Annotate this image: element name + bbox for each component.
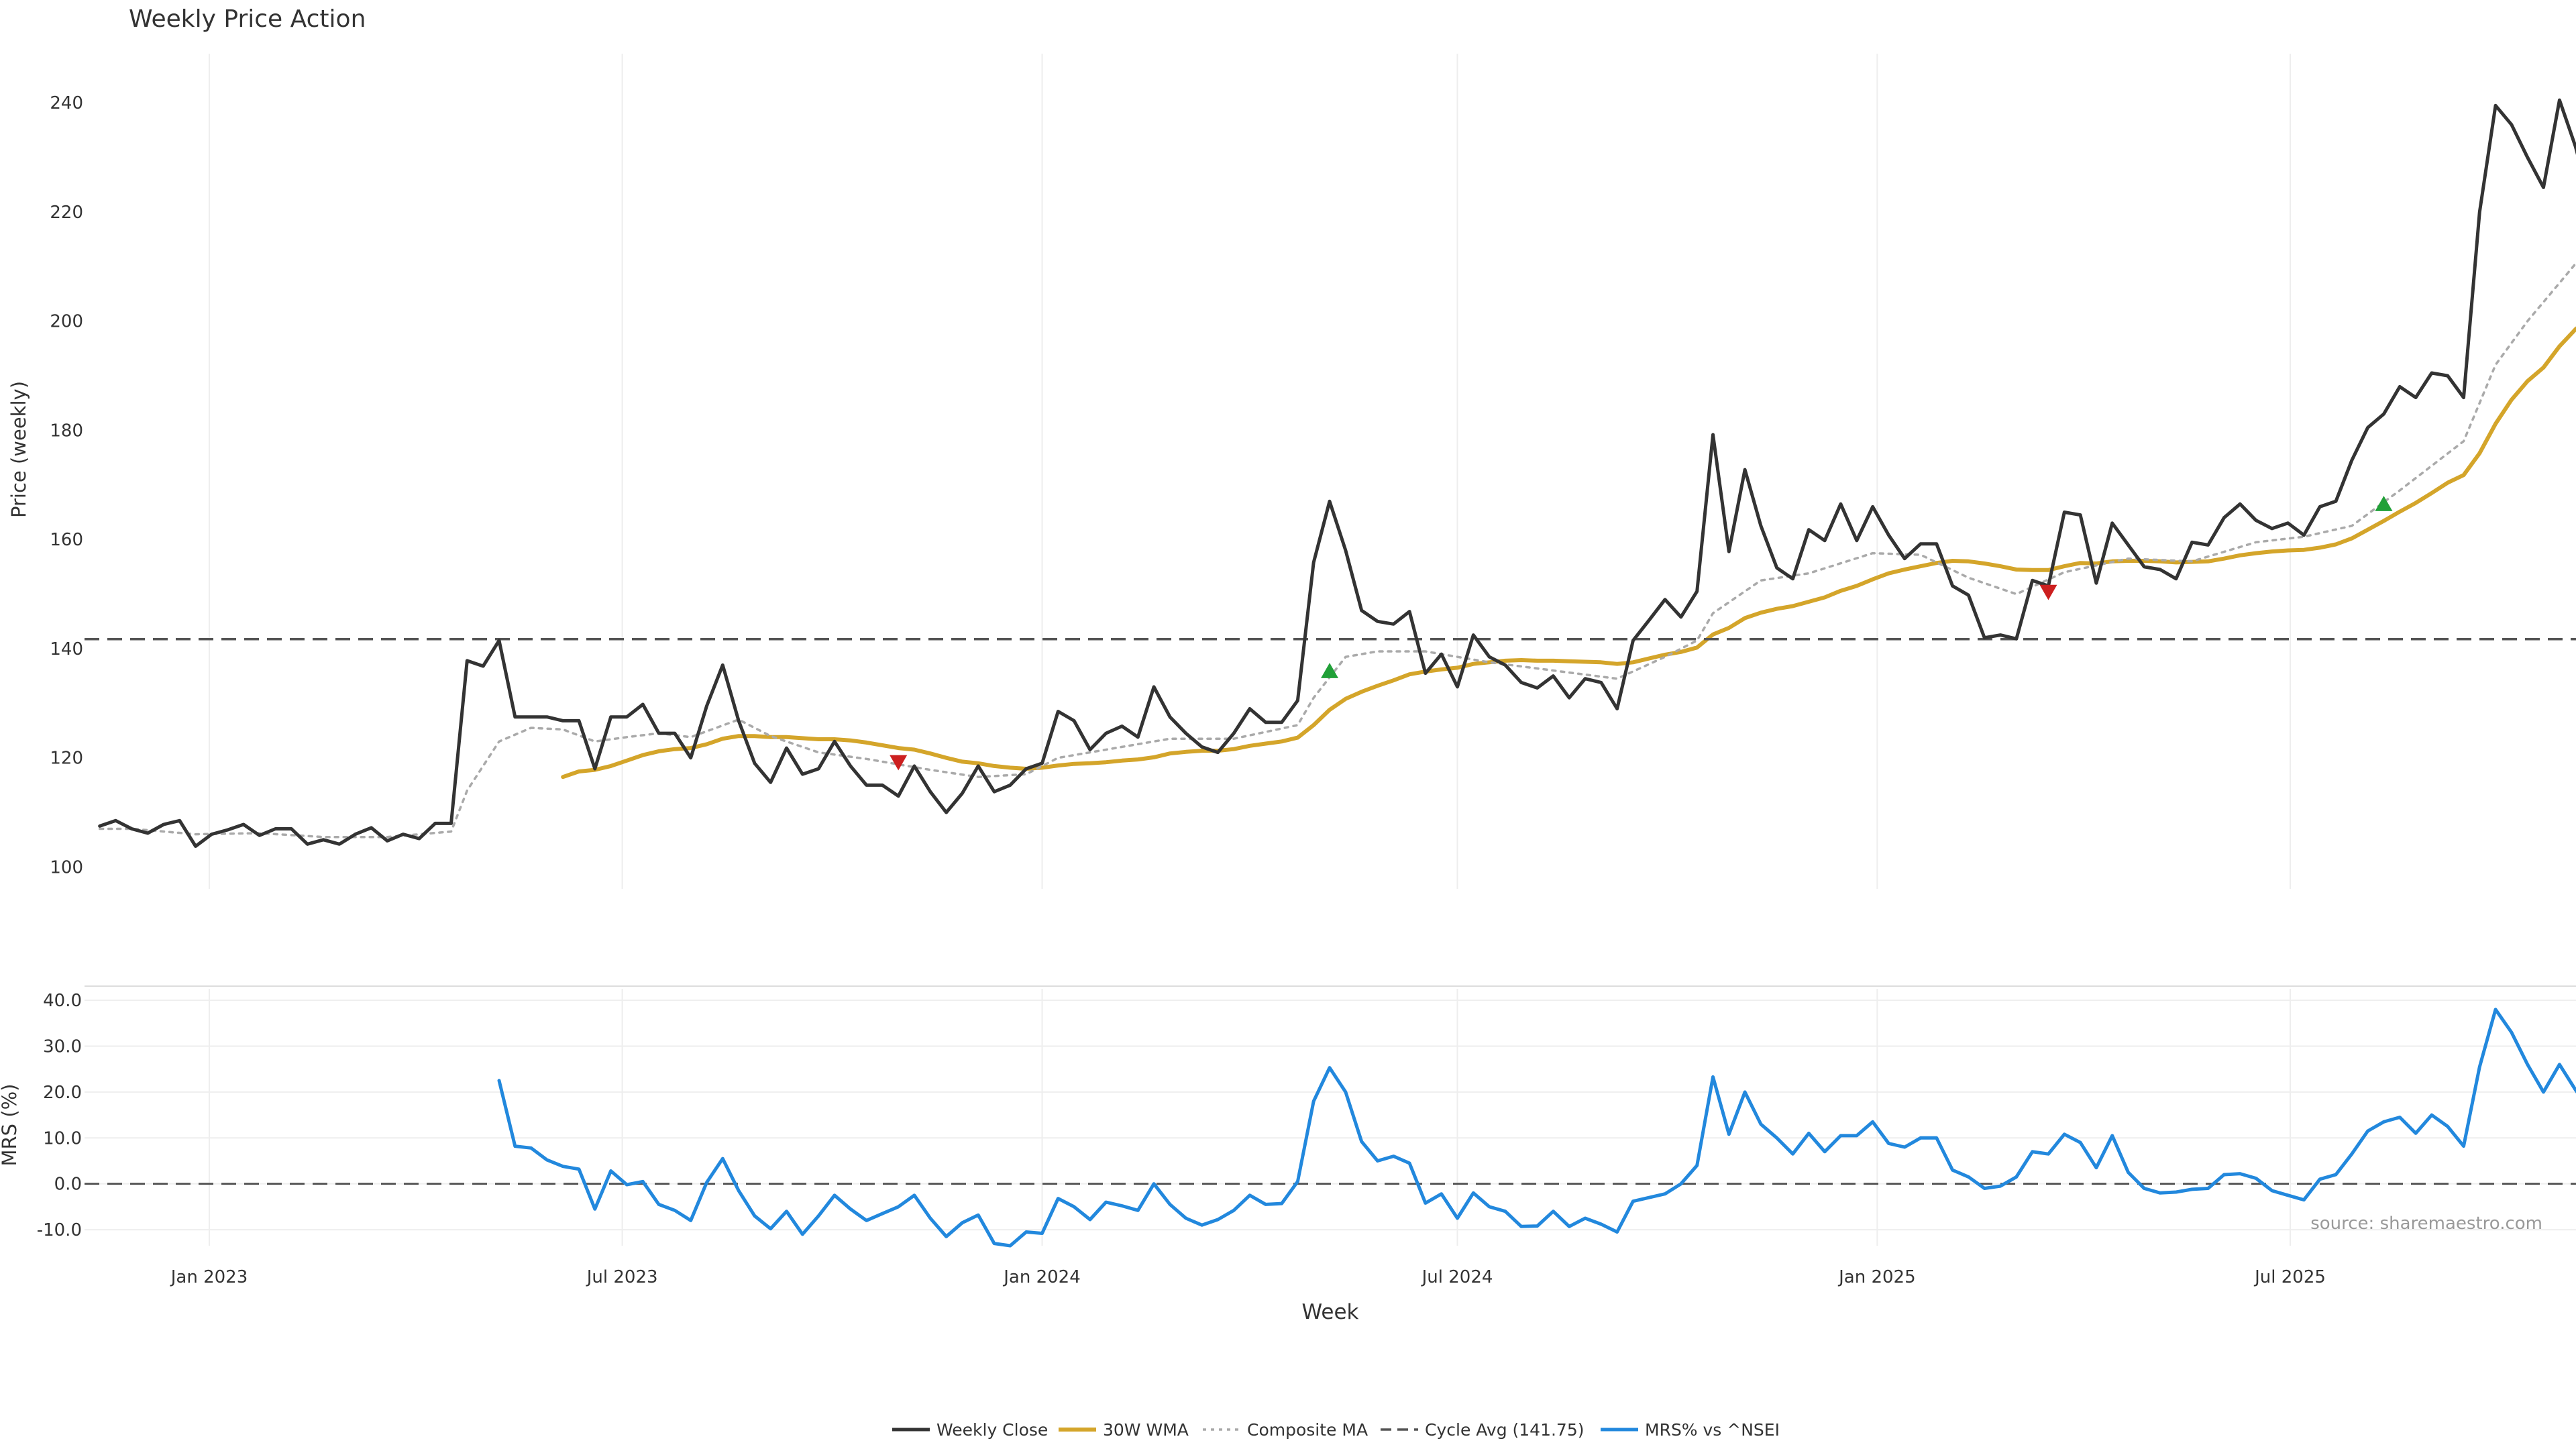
mrs-lines (497, 1008, 2576, 1248)
legend-label-composite-ma: Composite MA (1247, 1420, 1368, 1440)
series-mrs-vs-nsei (497, 1008, 2576, 1248)
x-tick-label: Jul 2025 (2253, 1267, 2326, 1287)
mrs-y-tick-label: 20.0 (43, 1083, 82, 1103)
mrs-y-tick-label: 30.0 (43, 1036, 82, 1057)
sell-signal-marker (890, 755, 908, 771)
x-tick-label: Jan 2024 (1002, 1267, 1081, 1287)
mrs-y-ticks: 40.0 30.0 20.0 10.0 0.0 -10.0 (37, 991, 82, 1240)
price-y-ticks: 100 120 140 160 180 200 220 240 (50, 93, 83, 877)
legend-label-cycle-avg-141-75: Cycle Avg (141.75) (1425, 1420, 1585, 1440)
x-tick-label: Jan 2023 (170, 1267, 248, 1287)
mrs-y-axis-label: MRS (%) (0, 1084, 21, 1167)
price-y-axis-label: Price (weekly) (7, 381, 30, 518)
mrs-y-tick-label: 10.0 (43, 1128, 82, 1148)
price-y-tick-label: 120 (50, 749, 83, 769)
x-ticks: Jan 2023 Jul 2023 Jan 2024 Jul 2024 Jan 2025… (170, 1267, 2326, 1287)
price-y-tick-label: 180 (50, 421, 83, 441)
buy-signal-marker (1321, 663, 1339, 678)
price-y-tick-label: 220 (50, 203, 83, 223)
mrs-grid (85, 989, 2576, 1246)
legend: Weekly Close 30W WMA Composite MA Cycle Avg… (892, 1420, 1780, 1440)
mrs-y-tick-label: 40.0 (43, 991, 82, 1011)
price-y-tick-label: 160 (50, 530, 83, 550)
series-weekly-close (98, 98, 2576, 848)
price-y-tick-label: 240 (50, 93, 83, 113)
sell-signal-marker (2039, 584, 2057, 600)
series-30w-wma (561, 326, 2576, 780)
x-tick-label: Jul 2023 (586, 1267, 658, 1287)
x-tick-label: Jan 2025 (1837, 1267, 1916, 1287)
signal-markers (890, 496, 2393, 771)
price-y-tick-label: 100 (50, 857, 83, 877)
price-y-tick-label: 200 (50, 312, 83, 332)
x-axis-label: Week (1302, 1300, 1359, 1324)
legend-label-30w-wma: 30W WMA (1103, 1420, 1189, 1440)
buy-signal-marker (2375, 496, 2393, 511)
legend-label-weekly-close: Weekly Close (936, 1420, 1048, 1440)
legend-label-mrs-vs-nsei: MRS% vs ^NSEI (1645, 1420, 1780, 1440)
x-tick-label: Jul 2024 (1421, 1267, 1493, 1287)
source-note: source: sharemaestro.com (2310, 1214, 2542, 1234)
price-grid (209, 54, 2291, 889)
price-chart-title: Weekly Price Action (129, 5, 366, 33)
price-y-tick-label: 140 (50, 639, 83, 659)
mrs-y-tick-label: 0.0 (54, 1175, 82, 1195)
mrs-y-tick-label: -10.0 (37, 1220, 82, 1240)
